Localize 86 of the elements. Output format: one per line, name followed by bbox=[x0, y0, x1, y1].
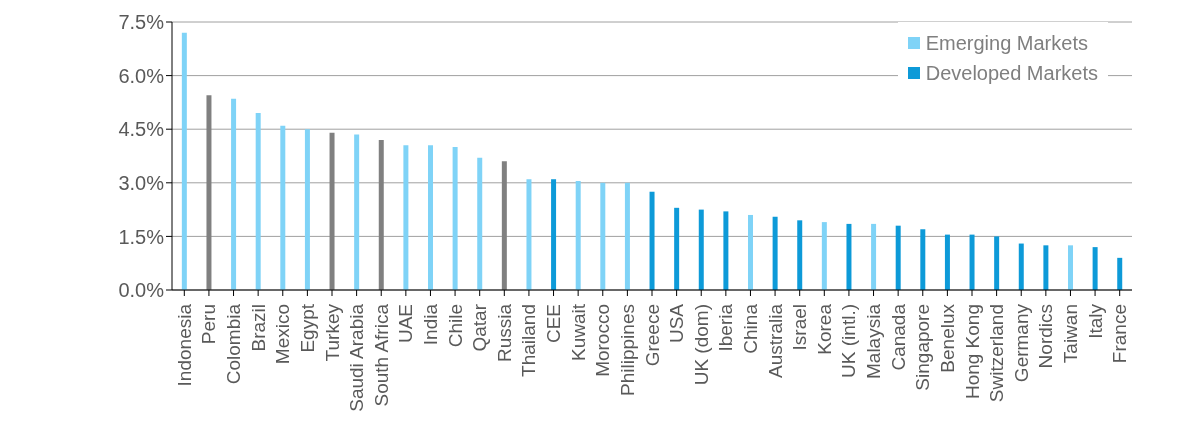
x-tick-label: Colombia bbox=[223, 303, 245, 385]
x-tick-label: Greece bbox=[641, 304, 663, 367]
x-tick-label: Australia bbox=[764, 303, 786, 378]
x-tick-label: Brazil bbox=[247, 304, 269, 352]
bar bbox=[1117, 257, 1123, 290]
bar bbox=[428, 145, 433, 290]
bar bbox=[649, 191, 655, 290]
x-tick-label: Chile bbox=[444, 304, 466, 348]
y-tick-label: 4.5% bbox=[118, 118, 165, 141]
bar bbox=[698, 209, 704, 290]
bar bbox=[895, 225, 901, 290]
bar bbox=[575, 181, 581, 290]
bar bbox=[378, 139, 384, 290]
x-tick-label: India bbox=[419, 303, 441, 346]
bar bbox=[748, 214, 753, 290]
bar bbox=[1018, 243, 1024, 290]
bar bbox=[944, 234, 950, 290]
bar bbox=[1068, 245, 1073, 290]
x-tick-label: Nordics bbox=[1035, 304, 1057, 369]
x-tick-label: Canada bbox=[887, 303, 909, 371]
bar bbox=[624, 182, 630, 290]
x-tick-label: Kuwait bbox=[567, 303, 589, 362]
x-tick-label: UK (intl.) bbox=[838, 304, 860, 378]
bar bbox=[280, 125, 286, 290]
bar bbox=[994, 236, 1000, 290]
bar bbox=[821, 222, 827, 290]
bar bbox=[255, 113, 261, 290]
y-tick-label: 6.0% bbox=[118, 64, 165, 87]
bar bbox=[871, 223, 877, 290]
x-tick-label: CEE bbox=[543, 304, 565, 344]
bar bbox=[403, 145, 409, 290]
x-tick-label: Taiwan bbox=[1059, 304, 1081, 364]
x-tick-label: Saudi Arabia bbox=[346, 303, 368, 412]
bar bbox=[206, 95, 212, 290]
x-tick-label: USA bbox=[666, 303, 688, 344]
bar bbox=[920, 229, 926, 290]
x-tick-label: Morocco bbox=[592, 304, 614, 377]
bar bbox=[551, 179, 557, 290]
x-tick-label: Israel bbox=[789, 304, 811, 351]
x-tick-label: Qatar bbox=[469, 303, 491, 352]
x-tick-label: Singapore bbox=[912, 304, 934, 391]
bar bbox=[674, 207, 680, 290]
x-tick-label: Korea bbox=[813, 303, 835, 355]
bar bbox=[1092, 247, 1098, 290]
bar bbox=[797, 220, 803, 290]
x-tick-label: Iberia bbox=[715, 303, 737, 352]
bar bbox=[452, 147, 458, 290]
y-tick-label: 1.5% bbox=[118, 225, 165, 248]
bar bbox=[846, 223, 852, 290]
x-tick-label: UAE bbox=[395, 304, 417, 344]
x-tick-label: Russia bbox=[493, 303, 515, 363]
x-tick-label: China bbox=[739, 303, 761, 354]
x-tick-label: Indonesia bbox=[173, 303, 195, 387]
bar bbox=[723, 211, 729, 290]
x-tick-label: Switzerland bbox=[986, 304, 1008, 403]
x-tick-label: Thailand bbox=[518, 304, 540, 377]
x-tick-label: Benelux bbox=[936, 303, 958, 373]
x-tick-label: Germany bbox=[1010, 303, 1032, 383]
bar bbox=[181, 32, 187, 290]
legend-label: Developed Markets bbox=[925, 61, 1098, 86]
x-tick-label: South Africa bbox=[370, 303, 392, 407]
bar bbox=[969, 234, 975, 290]
y-tick-label: 7.5% bbox=[118, 11, 165, 34]
bar bbox=[329, 132, 335, 290]
x-tick-label: Italy bbox=[1084, 303, 1106, 339]
x-tick-label: Peru bbox=[198, 304, 220, 345]
x-tick-label: Egypt bbox=[296, 303, 318, 353]
bar bbox=[477, 157, 483, 290]
bar bbox=[1043, 245, 1049, 290]
x-tick-label: Mexico bbox=[272, 304, 294, 365]
bar bbox=[526, 179, 532, 290]
legend-label: Emerging Markets bbox=[925, 31, 1088, 56]
bar bbox=[354, 134, 360, 290]
y-tick-label: 0.0% bbox=[118, 279, 165, 302]
x-tick-label: Malaysia bbox=[863, 303, 885, 379]
bar bbox=[304, 129, 310, 290]
bar bbox=[600, 182, 606, 290]
bar bbox=[501, 161, 507, 290]
x-tick-label: Hong Kong bbox=[961, 304, 983, 400]
y-tick-label: 3.0% bbox=[118, 171, 165, 194]
bar bbox=[772, 216, 778, 290]
x-tick-label: Philippines bbox=[616, 304, 638, 396]
x-tick-label: France bbox=[1109, 304, 1131, 364]
bar bbox=[231, 98, 237, 290]
x-tick-label: Turkey bbox=[321, 303, 343, 362]
x-tick-label: UK (dom) bbox=[690, 304, 712, 386]
